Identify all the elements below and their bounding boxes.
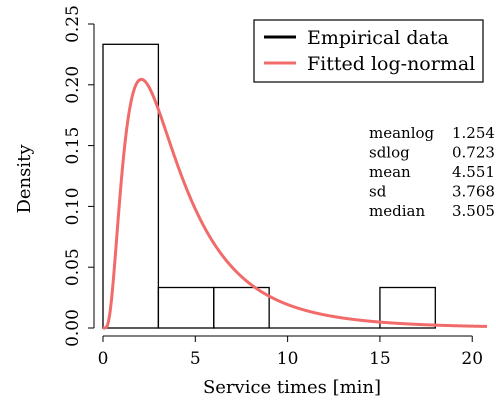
y-tick-label: 0.20 bbox=[63, 66, 83, 104]
fit-statistics: meanlog 1.254 sdlog 0.723 mean 4.551 sd 3.768 me… bbox=[369, 124, 495, 220]
histogram-bar bbox=[379, 286, 436, 329]
legend: Empirical data Fitted log-normal bbox=[253, 19, 484, 83]
y-tick-label: 0.25 bbox=[63, 5, 83, 43]
stat-value: 0.723 bbox=[452, 144, 495, 162]
x-axis-label: Service times [min] bbox=[203, 377, 381, 398]
x-axis-ticks: 0 5 10 15 20 bbox=[98, 336, 483, 369]
y-axis-label: Density bbox=[14, 144, 35, 214]
stat-label: median bbox=[369, 202, 425, 220]
legend-box bbox=[253, 19, 484, 83]
histogram-bar bbox=[102, 43, 160, 329]
fitted-lognormal-curve bbox=[103, 77, 488, 330]
stat-label: sd bbox=[369, 183, 387, 201]
legend-entry-label: Empirical data bbox=[307, 27, 449, 49]
y-tick-label: 0.15 bbox=[63, 127, 83, 165]
stat-value: 3.768 bbox=[452, 183, 495, 201]
stat-label: meanlog bbox=[369, 124, 435, 142]
y-tick-label: 0.05 bbox=[63, 248, 83, 286]
histogram-bar bbox=[213, 286, 270, 329]
y-tick-label: 0.10 bbox=[63, 187, 83, 225]
x-tick-label: 0 bbox=[98, 349, 109, 369]
histogram-bars bbox=[102, 43, 436, 329]
histogram-bar bbox=[157, 286, 215, 329]
x-tick-label: 15 bbox=[369, 349, 391, 369]
x-tick-label: 10 bbox=[277, 349, 299, 369]
x-tick-label: 5 bbox=[190, 349, 201, 369]
legend-entry-label: Fitted log-normal bbox=[307, 53, 475, 75]
stat-value: 4.551 bbox=[452, 163, 495, 181]
y-tick-label: 0.00 bbox=[63, 309, 83, 347]
stat-value: 3.505 bbox=[452, 202, 495, 220]
x-tick-label: 20 bbox=[461, 349, 483, 369]
stat-label: sdlog bbox=[369, 144, 410, 162]
stat-value: 1.254 bbox=[452, 124, 495, 142]
y-axis-ticks: 0.00 0.05 0.10 0.15 0.20 0.25 bbox=[63, 5, 94, 347]
stat-label: mean bbox=[369, 163, 411, 181]
